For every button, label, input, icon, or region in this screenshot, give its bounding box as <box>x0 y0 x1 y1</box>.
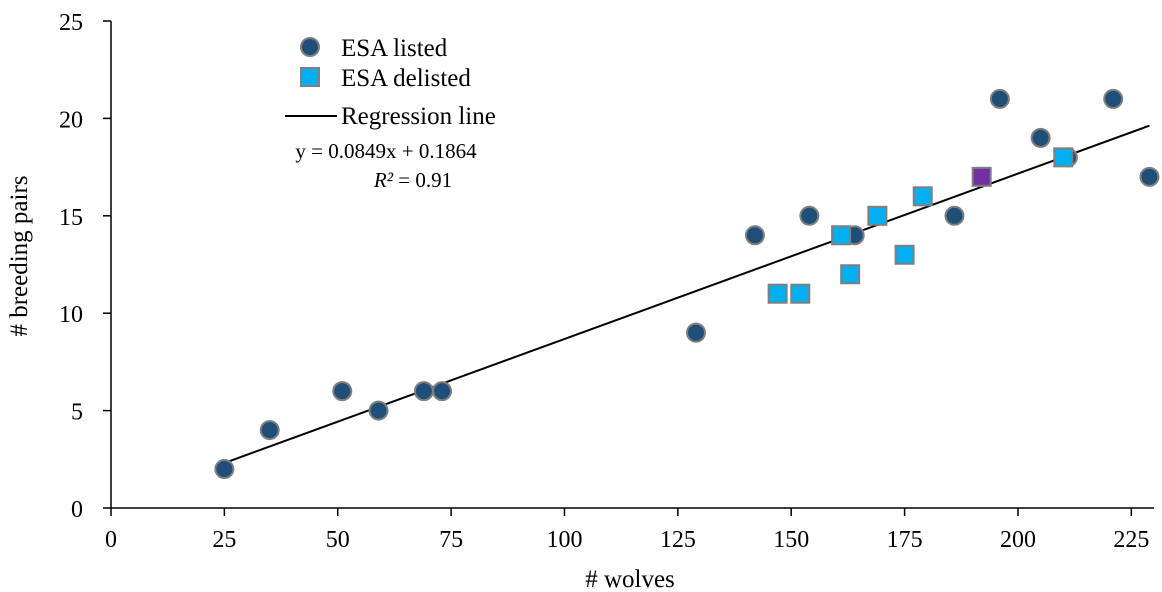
legend-label-regression-line: Regression line <box>341 103 496 130</box>
data-point-esa-listed <box>989 88 1010 109</box>
data-point-esa-listed <box>685 322 706 343</box>
x-tick-label: 225 <box>1113 527 1149 553</box>
y-axis-title: # breeding pairs <box>6 175 33 336</box>
axes: 0 25 50 75 100 125 150 175 200 225 0 5 10 15 20 25 <box>59 10 1154 553</box>
data-point-esa-listed <box>413 381 434 402</box>
r-squared-label: R² = 0.91 <box>373 168 452 192</box>
data-point-esa-listed <box>1103 88 1124 109</box>
data-point-esa-listed <box>1030 127 1051 148</box>
legend-marker-esa-listed <box>300 37 320 57</box>
data-point-esa-listed <box>368 400 389 421</box>
points-layer <box>214 88 1160 480</box>
data-point-esa-listed <box>214 459 235 480</box>
x-tick-label: 0 <box>105 527 117 553</box>
data-point-esa-delisted <box>767 283 788 304</box>
data-point-esa-listed <box>1139 166 1160 187</box>
legend-label-esa-listed: ESA listed <box>341 35 448 62</box>
data-point-esa-delisted <box>840 264 861 285</box>
r-squared-value: = 0.91 <box>393 168 452 192</box>
y-tick-label: 15 <box>59 205 83 231</box>
data-point-esa-listed <box>432 381 453 402</box>
regression-line <box>224 124 1150 464</box>
data-point-esa-delisted <box>831 225 852 246</box>
data-point-esa-delisted <box>1053 147 1074 168</box>
x-tick-label: 150 <box>773 527 809 553</box>
legend-label-esa-delisted: ESA delisted <box>341 65 471 92</box>
data-point-esa-listed <box>259 420 280 441</box>
regression-equation: y = 0.0849x + 0.1864 <box>295 139 477 163</box>
x-tick-label: 100 <box>546 527 582 553</box>
legend: ESA listed ESA delisted Regression line … <box>285 35 496 192</box>
x-tick-label: 175 <box>887 527 923 553</box>
r-squared-symbol: R² <box>373 168 394 192</box>
x-tick-label: 200 <box>1000 527 1036 553</box>
data-point-esa-delisted <box>867 205 888 226</box>
data-point-esa-listed <box>944 205 965 226</box>
y-tick-label: 5 <box>71 400 83 426</box>
y-tick-label: 10 <box>59 302 83 328</box>
x-tick-label: 50 <box>326 527 350 553</box>
data-point-esa-delisted <box>912 186 933 207</box>
data-point-esa-delisted <box>894 244 915 265</box>
x-tick-label: 25 <box>212 527 236 553</box>
y-tick-label: 20 <box>59 107 83 133</box>
data-point-highlighted <box>971 166 992 187</box>
data-point-esa-listed <box>744 225 765 246</box>
data-point-esa-listed <box>332 381 353 402</box>
regression-layer <box>224 124 1150 464</box>
y-tick-label: 0 <box>71 497 83 523</box>
legend-marker-esa-delisted <box>300 67 320 87</box>
x-tick-label: 75 <box>439 527 463 553</box>
x-tick-label: 125 <box>660 527 696 553</box>
data-point-esa-delisted <box>790 283 811 304</box>
data-point-esa-listed <box>799 205 820 226</box>
x-axis-title: # wolves <box>585 566 675 592</box>
y-tick-label: 25 <box>59 10 83 36</box>
